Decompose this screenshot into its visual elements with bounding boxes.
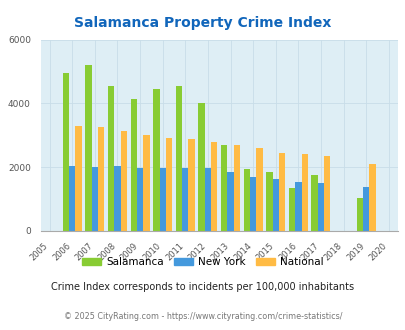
Bar	[256, 148, 262, 231]
Bar	[188, 139, 194, 231]
Bar	[114, 166, 120, 231]
Bar	[175, 86, 182, 231]
Bar	[136, 168, 143, 231]
Text: Crime Index corresponds to incidents per 100,000 inhabitants: Crime Index corresponds to incidents per…	[51, 282, 354, 292]
Bar	[288, 188, 294, 231]
Bar	[278, 153, 285, 231]
Bar	[85, 65, 92, 231]
Bar	[323, 156, 330, 231]
Bar	[356, 197, 362, 231]
Bar	[211, 142, 217, 231]
Bar	[75, 126, 81, 231]
Bar	[92, 167, 98, 231]
Bar	[153, 89, 159, 231]
Bar	[227, 172, 233, 231]
Text: © 2025 CityRating.com - https://www.cityrating.com/crime-statistics/: © 2025 CityRating.com - https://www.city…	[64, 312, 341, 321]
Legend: Salamanca, New York, National: Salamanca, New York, National	[78, 253, 327, 271]
Bar	[204, 168, 211, 231]
Bar	[98, 127, 104, 231]
Bar	[294, 182, 301, 231]
Bar	[182, 168, 188, 231]
Bar	[369, 164, 375, 231]
Bar	[69, 166, 75, 231]
Bar	[249, 177, 256, 231]
Bar	[266, 172, 272, 231]
Bar	[130, 99, 136, 231]
Bar	[272, 179, 278, 231]
Text: Salamanca Property Crime Index: Salamanca Property Crime Index	[74, 16, 331, 30]
Bar	[243, 169, 249, 231]
Bar	[362, 187, 369, 231]
Bar	[311, 175, 317, 231]
Bar	[159, 168, 166, 231]
Bar	[198, 103, 204, 231]
Bar	[317, 183, 323, 231]
Bar	[166, 139, 172, 231]
Bar	[120, 130, 127, 231]
Bar	[143, 135, 149, 231]
Bar	[301, 154, 307, 231]
Bar	[63, 73, 69, 231]
Bar	[233, 145, 239, 231]
Bar	[108, 86, 114, 231]
Bar	[220, 145, 227, 231]
